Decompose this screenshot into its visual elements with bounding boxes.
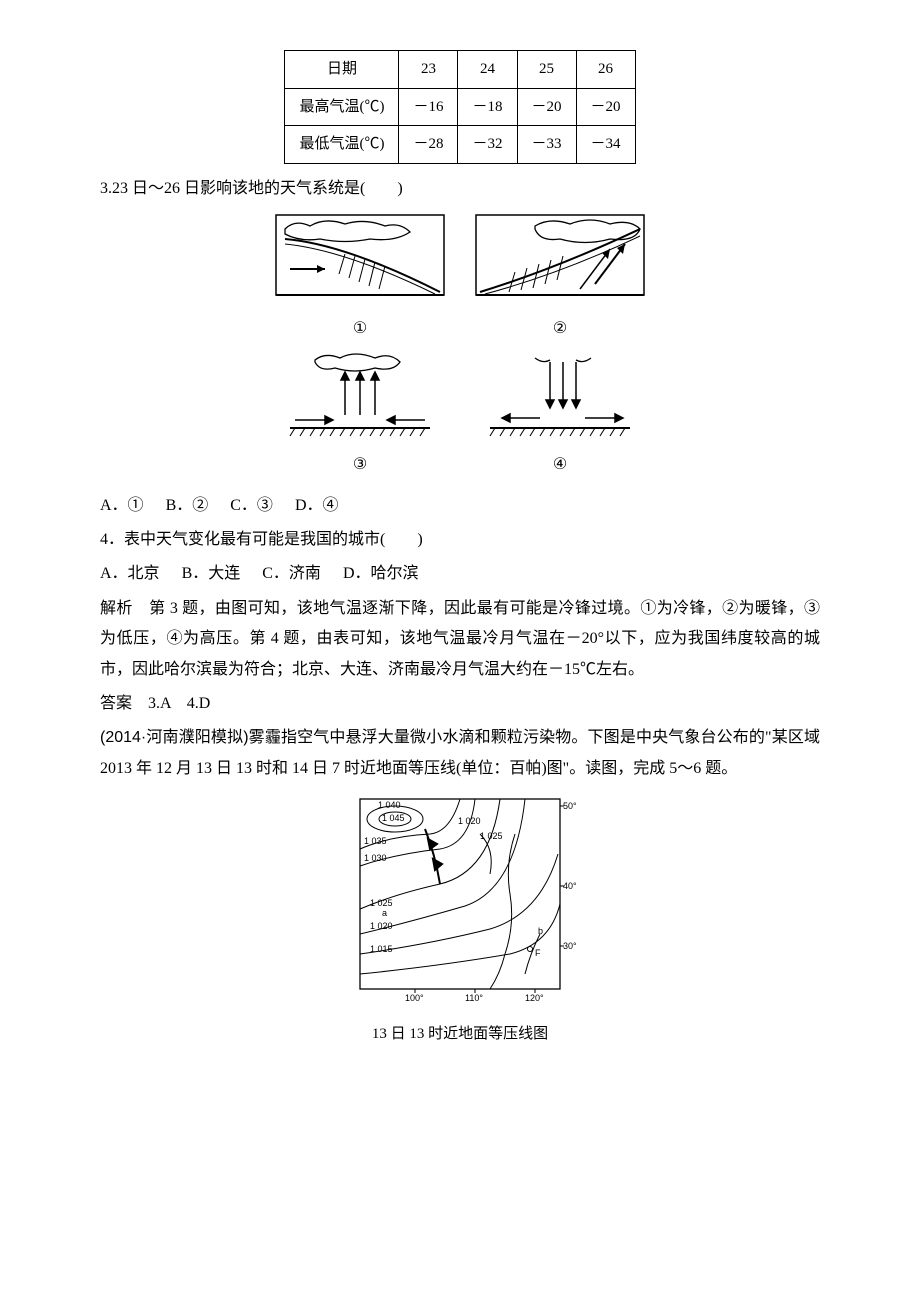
option-c: C．③ — [230, 497, 273, 514]
passage-block: (2014·河南濮阳模拟)雾霾指空气中悬浮大量微小水滴和颗粒污染物。下图是中央气… — [100, 723, 820, 784]
diagram-warm-front: ② — [475, 214, 645, 344]
analysis-block: 解析 第 3 题，由图可知，该地气温逐渐下降，因此最有可能是冷锋过境。①为冷锋，… — [100, 594, 820, 685]
isobar-label: 1 020 — [458, 816, 481, 826]
isobar-label: 1 025 — [370, 898, 393, 908]
isobar-label: 1 035 — [364, 836, 387, 846]
question-3-stem: 3.23 日～26 日影响该地的天气系统是( ) — [100, 174, 820, 204]
diagram-label-4: ④ — [475, 450, 645, 480]
table-header: 25 — [517, 51, 576, 89]
table-header: 23 — [399, 51, 458, 89]
option-d: D．④ — [295, 497, 339, 514]
isobar-label: 1 030 — [364, 853, 387, 863]
map-caption: 13 日 13 时近地面等压线图 — [100, 1020, 820, 1049]
question-4-stem: 4．表中天气变化最有可能是我国的城市( ) — [100, 525, 820, 555]
diagram-label-3: ③ — [275, 450, 445, 480]
option-d: D．哈尔滨 — [343, 565, 419, 582]
isobar-label: 1 015 — [370, 944, 393, 954]
temperature-table: 日期 23 24 25 26 最高气温(℃) －16 －18 －20 －20 最… — [284, 50, 635, 164]
option-a: A．北京 — [100, 565, 160, 582]
lat-label: 50° — [563, 801, 577, 811]
diagram-high-pressure: ④ — [475, 350, 645, 480]
answer-block: 答案 3.A 4.D — [100, 689, 820, 719]
option-a: A．① — [100, 497, 144, 514]
table-header: 26 — [576, 51, 635, 89]
passage-source: (2014·河南濮阳模拟) — [100, 729, 249, 746]
table-header: 24 — [458, 51, 517, 89]
table-row: 最高气温(℃) －16 －18 －20 －20 — [285, 88, 635, 126]
lon-label: 120° — [525, 993, 544, 1003]
isobar-label: 1 040 — [378, 800, 401, 810]
point-label: b — [538, 926, 543, 936]
analysis-text: 第 3 题，由图可知，该地气温逐渐下降，因此最有可能是冷锋过境。①为冷锋，②为暖… — [100, 600, 820, 678]
lon-label: 110° — [465, 993, 483, 1003]
diagram-label-2: ② — [475, 314, 645, 344]
isobar-label: 1 045 — [382, 813, 405, 823]
isobar-label: 1 025 — [480, 831, 503, 841]
table-header: 日期 — [285, 51, 399, 89]
question-3-options: A．① B．② C．③ D．④ — [100, 491, 820, 521]
weather-diagrams: ① — [100, 214, 820, 481]
diagram-low-pressure: ③ — [275, 350, 445, 480]
table-row: 最低气温(℃) －28 －32 －33 －34 — [285, 126, 635, 164]
point-label: a — [382, 908, 387, 918]
question-4-options: A．北京 B．大连 C．济南 D．哈尔滨 — [100, 559, 820, 589]
lat-label: 30° — [563, 941, 577, 951]
option-b: B．② — [166, 497, 209, 514]
lon-label: 100° — [405, 993, 424, 1003]
analysis-label: 解析 — [100, 600, 133, 617]
diagram-label-1: ① — [275, 314, 445, 344]
diagram-cold-front: ① — [275, 214, 445, 344]
isobar-map: 1 040 1 045 1 035 1 030 1 020 1 025 1 02… — [100, 794, 820, 1015]
option-b: B．大连 — [182, 565, 241, 582]
answer-label: 答案 — [100, 695, 132, 712]
option-c: C．济南 — [262, 565, 321, 582]
isobar-label: 1 020 — [370, 921, 393, 931]
lat-label: 40° — [563, 881, 577, 891]
answer-text: 3.A 4.D — [132, 695, 210, 712]
point-label: F — [535, 948, 541, 958]
